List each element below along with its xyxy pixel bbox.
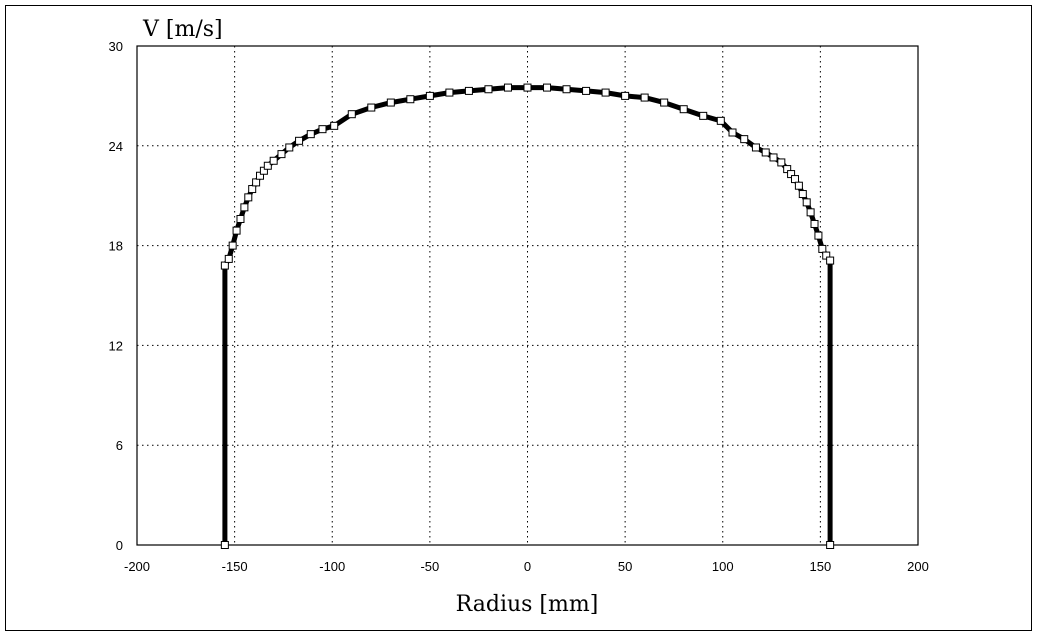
data-point (728, 128, 737, 137)
x-tick-label: -150 (222, 559, 248, 574)
data-point (562, 85, 571, 94)
x-tick-label: 150 (810, 559, 832, 574)
data-point (252, 178, 261, 187)
y-axis-title: V [m/s] (142, 17, 223, 42)
x-axis-title: Radius [mm] (456, 592, 599, 617)
x-tick-label: 100 (712, 559, 734, 574)
chart-frame (5, 5, 1032, 631)
data-point (220, 541, 229, 549)
data-point (240, 203, 249, 212)
grid (137, 46, 918, 545)
data-point (318, 125, 327, 134)
data-point (425, 91, 434, 100)
data-point (601, 88, 610, 97)
data-point (263, 161, 272, 170)
y-tick-label: 0 (116, 538, 123, 553)
data-point (347, 110, 356, 119)
data-point (285, 143, 294, 152)
data-point (228, 241, 237, 250)
x-tick-label: -50 (420, 559, 439, 574)
x-tick-label: -100 (319, 559, 345, 574)
y-axis-ticks: 0 6 12 18 24 30 (109, 39, 123, 553)
data-point (503, 83, 512, 92)
x-axis-ticks: -200 -150 -100 -50 0 50 100 150 200 (124, 559, 929, 574)
data-point (277, 150, 286, 159)
data-point (224, 254, 233, 263)
x-tick-label: 0 (524, 559, 531, 574)
data-point (777, 158, 786, 167)
data-point (826, 541, 835, 549)
y-tick-label: 24 (109, 139, 123, 154)
data-point (790, 175, 799, 184)
data-point (660, 98, 669, 107)
data-point (232, 226, 241, 235)
data-point (794, 181, 803, 190)
data-point (761, 148, 770, 157)
data-point (306, 130, 315, 139)
data-point (769, 153, 778, 162)
data-point (699, 111, 708, 120)
data-point (679, 105, 688, 114)
data-point (445, 88, 454, 97)
data-point (810, 219, 819, 228)
y-tick-label: 30 (109, 39, 123, 54)
data-point (236, 214, 245, 223)
y-tick-label: 12 (109, 338, 123, 353)
data-point (818, 244, 827, 253)
data-point (751, 143, 760, 152)
data-point (806, 208, 815, 217)
y-tick-label: 18 (109, 239, 123, 254)
data-point (523, 83, 532, 92)
data-point (367, 103, 376, 112)
data-point (244, 193, 253, 202)
data-point (464, 86, 473, 95)
data-point (814, 231, 823, 240)
data-point (220, 261, 229, 270)
data-point (330, 121, 339, 130)
x-tick-label: 200 (907, 559, 929, 574)
y-tick-label: 6 (116, 438, 123, 453)
series-layer (220, 83, 835, 549)
data-point (386, 98, 395, 107)
x-tick-label: -200 (124, 559, 150, 574)
data-point (582, 86, 591, 95)
plot-area (136, 45, 919, 546)
data-point (621, 91, 630, 100)
data-point (640, 93, 649, 102)
data-point (802, 198, 811, 207)
data-point (716, 116, 725, 125)
data-point (798, 190, 807, 199)
data-point (295, 136, 304, 145)
data-point (406, 95, 415, 104)
data-point (740, 135, 749, 144)
data-point (826, 256, 835, 265)
data-point (269, 156, 278, 165)
data-point (543, 83, 552, 92)
x-tick-label: 50 (618, 559, 632, 574)
data-point (484, 85, 493, 94)
data-point (248, 185, 257, 194)
